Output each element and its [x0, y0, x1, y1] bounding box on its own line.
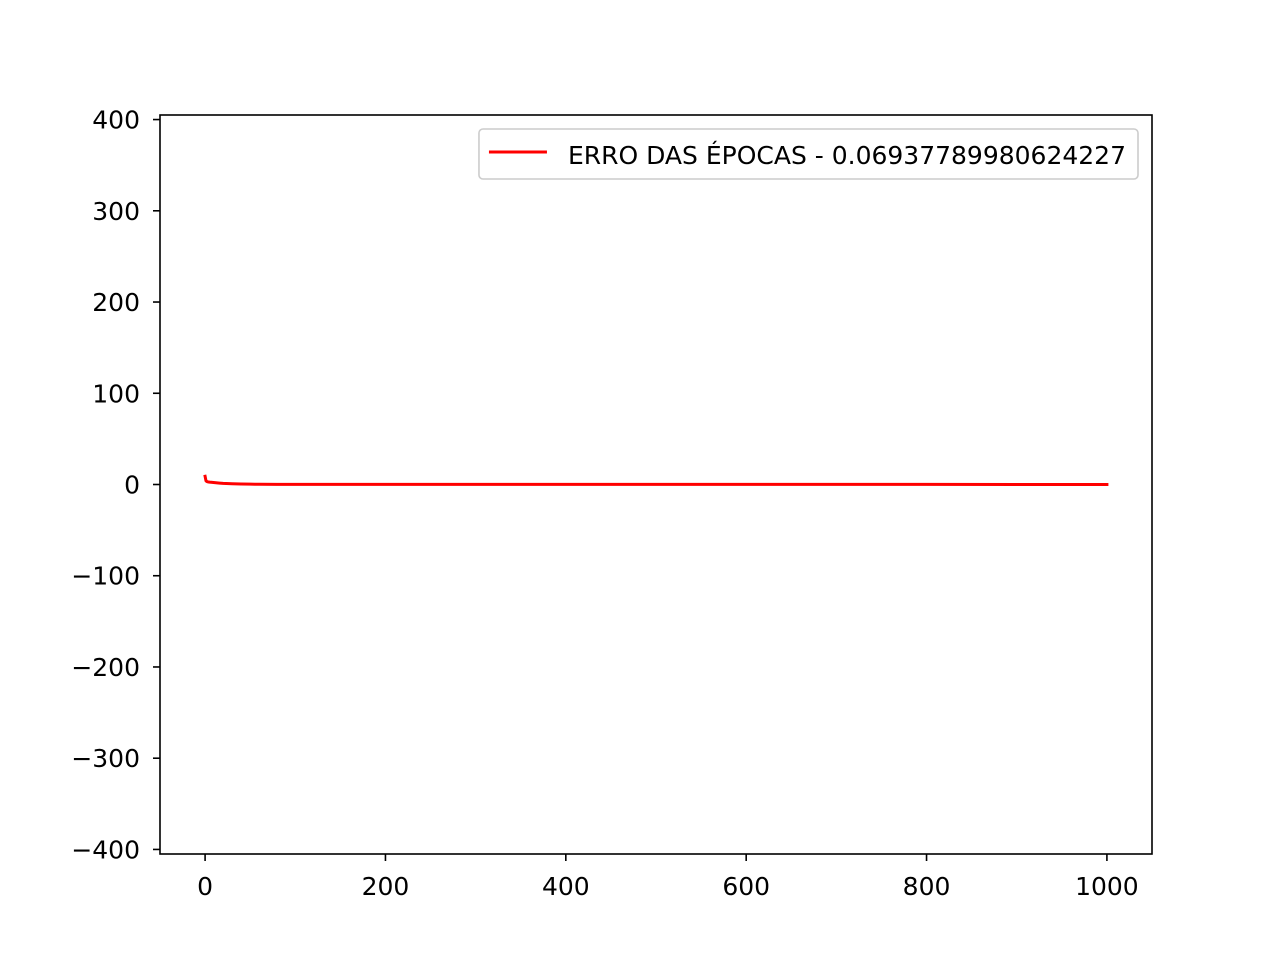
y-tick-label: −100 — [71, 562, 140, 591]
y-tick-label: 0 — [124, 471, 140, 500]
x-tick-label: 0 — [197, 872, 213, 901]
y-tick-label: 300 — [92, 197, 140, 226]
y-tick-label: −300 — [71, 744, 140, 773]
series-layer — [203, 474, 1109, 486]
legend: ERRO DAS ÉPOCAS - 0.06937789980624227 — [478, 128, 1139, 180]
y-tick-label: 100 — [92, 379, 140, 408]
x-axis: 0 200 400 600 800 1000 — [197, 854, 1139, 901]
x-tick-label: 1000 — [1075, 872, 1139, 901]
x-tick-label: 600 — [722, 872, 770, 901]
y-tick-label: 200 — [92, 288, 140, 317]
legend-label: ERRO DAS ÉPOCAS - 0.06937789980624227 — [568, 141, 1126, 170]
y-axis: −400 −300 −200 −100 0 100 200 300 400 — [71, 106, 160, 864]
y-tick-label: −400 — [71, 835, 140, 864]
series-line — [203, 474, 1109, 486]
x-tick-label: 400 — [542, 872, 590, 901]
y-tick-label: 400 — [92, 106, 140, 135]
legend-box — [478, 128, 1139, 180]
y-tick-label: −200 — [71, 653, 140, 682]
x-tick-label: 800 — [903, 872, 951, 901]
x-tick-label: 200 — [362, 872, 410, 901]
